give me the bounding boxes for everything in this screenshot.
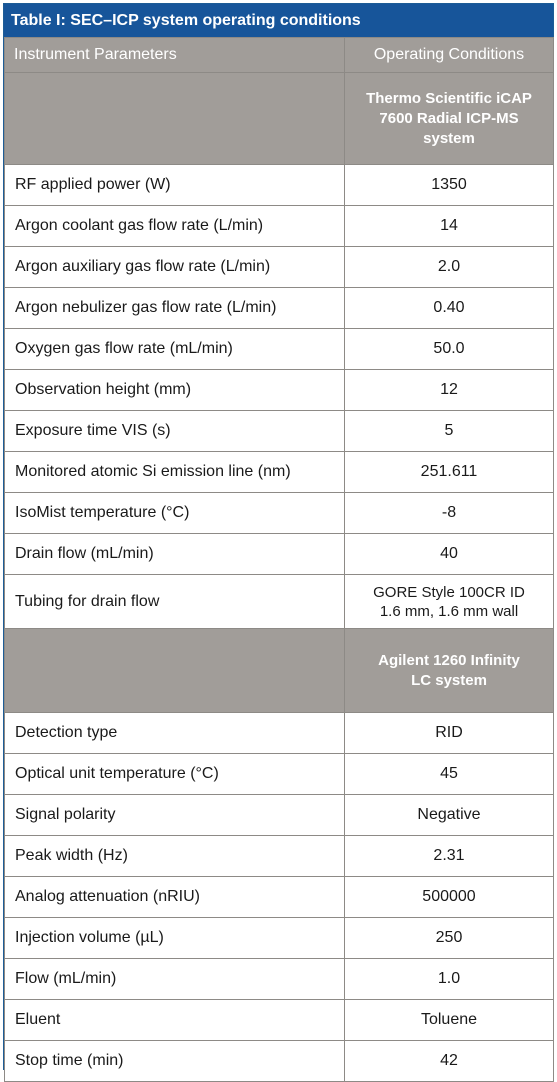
value-cell: 45 (344, 753, 554, 795)
param-cell: Monitored atomic Si emission line (nm) (4, 451, 345, 493)
system-row-agilent: Agilent 1260 Infinity LC system (4, 628, 554, 713)
param-cell: Detection type (4, 712, 345, 754)
param-cell: Argon coolant gas flow rate (L/min) (4, 205, 345, 247)
table-row: Stop time (min) 42 (4, 1040, 554, 1082)
system-name-line: system (423, 129, 475, 147)
table-row: IsoMist temperature (°C) -8 (4, 492, 554, 534)
value-cell: 250 (344, 917, 554, 959)
table-row: Injection volume (µL) 250 (4, 917, 554, 959)
value-cell: GORE Style 100CR ID 1.6 mm, 1.6 mm wall (344, 574, 554, 629)
param-cell: Exposure time VIS (s) (4, 410, 345, 452)
value-cell: RID (344, 712, 554, 754)
table-row: Peak width (Hz) 2.31 (4, 835, 554, 877)
param-cell: RF applied power (W) (4, 164, 345, 206)
param-cell: Optical unit temperature (°C) (4, 753, 345, 795)
param-cell: Peak width (Hz) (4, 835, 345, 877)
table-row: Signal polarity Negative (4, 794, 554, 836)
value-cell: 2.0 (344, 246, 554, 288)
param-cell: Injection volume (µL) (4, 917, 345, 959)
table-row: Drain flow (mL/min) 40 (4, 533, 554, 575)
table-title: Table I: SEC–ICP system operating condit… (4, 4, 553, 37)
system-row-icap: Thermo Scientific iCAP 7600 Radial ICP-M… (4, 72, 554, 165)
value-cell: 42 (344, 1040, 554, 1082)
param-cell: Argon nebulizer gas flow rate (L/min) (4, 287, 345, 329)
system-name-line: LC system (411, 671, 487, 689)
table-row: Argon nebulizer gas flow rate (L/min) 0.… (4, 287, 554, 329)
param-cell: Flow (mL/min) (4, 958, 345, 1000)
value-line: 1.6 mm, 1.6 mm wall (379, 602, 519, 620)
value-cell: 2.31 (344, 835, 554, 877)
table-row: Eluent Toluene (4, 999, 554, 1041)
header-row: Instrument Parameters Operating Conditio… (4, 37, 554, 73)
value-cell: 12 (344, 369, 554, 411)
param-cell: IsoMist temperature (°C) (4, 492, 345, 534)
value-cell: 14 (344, 205, 554, 247)
system-name-icap: Thermo Scientific iCAP 7600 Radial ICP-M… (344, 72, 554, 165)
table-row: Argon auxiliary gas flow rate (L/min) 2.… (4, 246, 554, 288)
value-cell: 5 (344, 410, 554, 452)
param-cell: Signal polarity (4, 794, 345, 836)
system-name-line: Thermo Scientific iCAP (366, 89, 532, 107)
table-row: Flow (mL/min) 1.0 (4, 958, 554, 1000)
system-name-agilent: Agilent 1260 Infinity LC system (344, 628, 554, 713)
value-cell: 50.0 (344, 328, 554, 370)
value-cell: 251.611 (344, 451, 554, 493)
table-row: Exposure time VIS (s) 5 (4, 410, 554, 452)
value-cell: 40 (344, 533, 554, 575)
system-name-line: Agilent 1260 Infinity (378, 651, 520, 669)
value-cell: Negative (344, 794, 554, 836)
table-row: Observation height (mm) 12 (4, 369, 554, 411)
value-line: GORE Style 100CR ID (373, 583, 525, 601)
value-cell: 500000 (344, 876, 554, 918)
system-row-spacer (4, 628, 345, 713)
table-row: Analog attenuation (nRIU) 500000 (4, 876, 554, 918)
value-cell: Toluene (344, 999, 554, 1041)
param-cell: Drain flow (mL/min) (4, 533, 345, 575)
table-row: Tubing for drain flow GORE Style 100CR I… (4, 574, 554, 629)
param-column-header: Instrument Parameters (4, 37, 345, 73)
table-row: Optical unit temperature (°C) 45 (4, 753, 554, 795)
table-row: Detection type RID (4, 712, 554, 754)
value-cell: 1.0 (344, 958, 554, 1000)
value-cell: -8 (344, 492, 554, 534)
system-row-spacer (4, 72, 345, 165)
param-cell: Analog attenuation (nRIU) (4, 876, 345, 918)
param-cell: Observation height (mm) (4, 369, 345, 411)
param-cell: Argon auxiliary gas flow rate (L/min) (4, 246, 345, 288)
value-cell: 1350 (344, 164, 554, 206)
value-cell: 0.40 (344, 287, 554, 329)
param-cell: Eluent (4, 999, 345, 1041)
system-name-line: 7600 Radial ICP-MS (379, 109, 519, 127)
table-row: Argon coolant gas flow rate (L/min) 14 (4, 205, 554, 247)
table-row: Oxygen gas flow rate (mL/min) 50.0 (4, 328, 554, 370)
param-cell: Stop time (min) (4, 1040, 345, 1082)
param-cell: Tubing for drain flow (4, 574, 345, 629)
conditions-table: Instrument Parameters Operating Conditio… (4, 37, 554, 1082)
table-row: Monitored atomic Si emission line (nm) 2… (4, 451, 554, 493)
conditions-column-header: Operating Conditions (344, 37, 554, 73)
table-row: RF applied power (W) 1350 (4, 164, 554, 206)
param-cell: Oxygen gas flow rate (mL/min) (4, 328, 345, 370)
table-container: Table I: SEC–ICP system operating condit… (3, 3, 554, 1082)
